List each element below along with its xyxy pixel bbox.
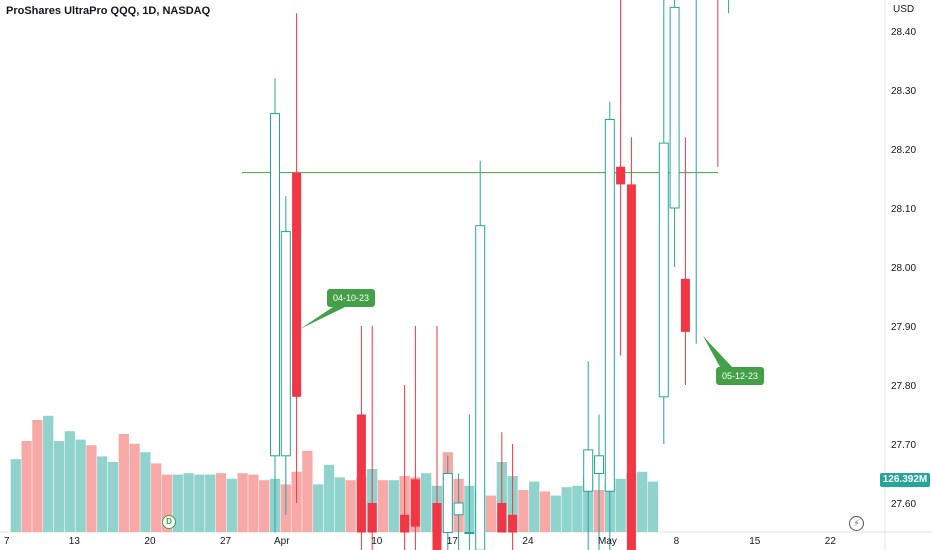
volume-bar-7 [75, 439, 86, 532]
volume-bar-52 [561, 487, 572, 532]
x-tick-5: 10 [371, 536, 383, 547]
volume-bar-12 [129, 443, 140, 532]
chart-title: ProShares UltraPro QQQ, 1D, NASDAQ [6, 5, 211, 17]
candle-body-5 [400, 514, 410, 533]
volume-bar-1 [10, 459, 21, 532]
volume-bar-3 [32, 420, 43, 532]
y-tick-15: 27.70 [891, 440, 916, 451]
candle-body-3 [356, 414, 366, 533]
volume-bar-16 [172, 474, 183, 532]
volume-bar-13 [140, 452, 151, 532]
volume-bar-36 [388, 480, 399, 532]
callout-pointer-0410 [300, 307, 345, 329]
candle-body-12 [497, 503, 507, 533]
y-tick-12: 28.00 [891, 263, 916, 274]
volume-bar-39 [421, 473, 432, 532]
volume-bar-20 [215, 473, 227, 532]
y-tick-10: 28.20 [891, 145, 916, 156]
candle-body-1 [280, 231, 291, 457]
x-tick-1: 13 [69, 536, 81, 547]
candle-body-17 [616, 166, 626, 185]
candle-body-15 [594, 455, 604, 474]
volume-price-badge: 126.392M [880, 473, 930, 487]
y-tick-8: 28.40 [891, 27, 916, 38]
volume-bar-11 [118, 434, 129, 532]
volume-bar-9 [97, 456, 108, 532]
x-tick-8: May [598, 536, 617, 547]
x-tick-7: 24 [522, 536, 534, 547]
x-tick-11: 22 [825, 536, 837, 547]
volume-bar-35 [377, 480, 389, 532]
candle-body-16 [604, 119, 615, 492]
volume-bar-18 [194, 474, 205, 532]
candle-body-2 [292, 172, 302, 397]
candle-body-19 [658, 142, 669, 398]
candle-body-6 [410, 479, 420, 527]
y-tick-16: 27.60 [891, 499, 916, 510]
candle-body-21 [680, 278, 690, 332]
x-tick-4: Apr [274, 536, 290, 547]
x-tick-2: 20 [144, 536, 156, 547]
y-tick-9: 28.30 [891, 86, 916, 97]
candle-body-0 [270, 113, 280, 457]
candle-body-10 [464, 532, 475, 534]
currency-label: USD [893, 4, 914, 15]
volume-bar-4 [43, 415, 54, 532]
volume-bar-28 [302, 450, 313, 532]
volume-bar-10 [107, 462, 119, 532]
candle-body-8 [442, 473, 453, 533]
y-tick-13: 27.90 [891, 322, 916, 333]
x-tick-6: 17 [447, 536, 459, 547]
candle-body-20 [669, 6, 680, 209]
volume-bar-15 [161, 474, 173, 532]
dividend-marker[interactable]: D [162, 515, 176, 529]
volume-bar-8 [86, 445, 97, 532]
volume-bar-60 [647, 481, 659, 532]
volume-bar-22 [237, 473, 248, 532]
volume-bar-14 [151, 463, 162, 532]
volume-bar-19 [205, 474, 216, 532]
volume-bar-5 [53, 441, 65, 532]
volume-bar-31 [334, 477, 345, 532]
volume-bar-17 [183, 473, 194, 532]
callout-pointer-0512 [703, 336, 732, 367]
candle-body-11 [475, 225, 486, 550]
volume-bar-29 [313, 484, 324, 532]
volume-bar-57 [615, 478, 626, 532]
volume-bar-45 [485, 495, 497, 532]
x-tick-0: 7 [4, 536, 10, 547]
candle-body-4 [367, 503, 377, 533]
volume-bar-6 [64, 431, 75, 532]
volume-bar-24 [259, 480, 270, 532]
volume-bar-59 [637, 471, 648, 532]
volume-bar-51 [550, 495, 561, 532]
volume-bar-32 [345, 480, 356, 532]
bolt-icon[interactable]: ⚡ [849, 516, 864, 531]
candle-body-14 [583, 449, 594, 492]
volume-bar-53 [572, 485, 583, 532]
y-tick-14: 27.80 [891, 381, 916, 392]
x-tick-10: 15 [749, 536, 761, 547]
volume-bar-50 [539, 491, 551, 532]
volume-bar-49 [529, 481, 540, 532]
candle-body-9 [453, 502, 464, 516]
candle-body-7 [432, 503, 442, 550]
volume-bar-2 [21, 441, 32, 532]
x-tick-3: 27 [220, 536, 232, 547]
volume-bar-23 [248, 474, 259, 532]
callout-0512[interactable]: 05-12-23 [716, 367, 765, 385]
volume-bar-21 [226, 478, 237, 532]
candle-body-18 [626, 184, 636, 550]
volume-bar-30 [323, 464, 335, 532]
candle-body-13 [508, 514, 518, 533]
volume-bar-48 [518, 490, 529, 532]
callout-0410[interactable]: 04-10-23 [327, 289, 376, 307]
x-tick-9: 8 [674, 536, 680, 547]
y-tick-11: 28.10 [891, 204, 916, 215]
